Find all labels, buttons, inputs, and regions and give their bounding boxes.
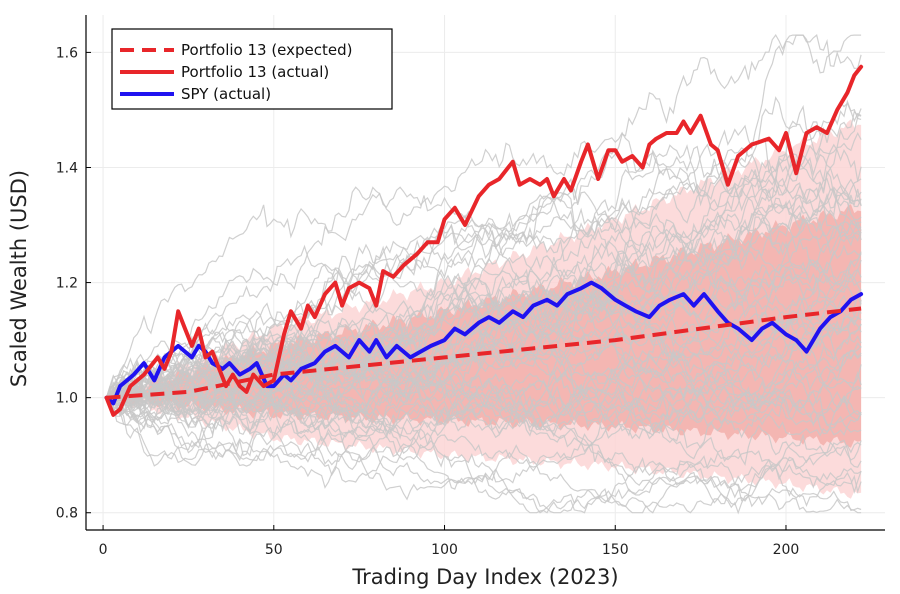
simulated-path: [105, 131, 862, 398]
y-axis-label: Scaled Wealth (USD): [7, 170, 31, 387]
simulated-path: [106, 188, 862, 414]
legend-label-0: Portfolio 13 (expected): [181, 41, 353, 59]
legend: Portfolio 13 (expected) Portfolio 13 (act…: [111, 28, 393, 110]
y-tick-label: 1.4: [56, 160, 78, 176]
legend-label-2: SPY (actual): [181, 85, 271, 103]
simulated-path: [105, 294, 862, 398]
y-tick-label: 1.0: [56, 391, 78, 407]
axes: [85, 15, 885, 531]
simulated-path: [105, 178, 862, 406]
series-line-0: [106, 306, 862, 400]
simulated-path: [106, 328, 862, 440]
simulated-path: [106, 334, 862, 439]
x-tick-label: 50: [265, 542, 283, 558]
simulated-path: [106, 385, 862, 477]
x-axis-label: Trading Day Index (2023): [351, 565, 618, 589]
series-line-1: [104, 64, 864, 417]
x-tick-label: 100: [431, 542, 458, 558]
simulated-path: [105, 221, 862, 421]
x-tick-label: 150: [602, 542, 629, 558]
x-tick-label: 200: [773, 542, 800, 558]
y-tick-label: 0.8: [56, 506, 78, 522]
simulated-path: [105, 285, 862, 428]
simulated-path: [106, 34, 862, 399]
series-lines: [104, 64, 864, 417]
simulated-path: [106, 108, 862, 399]
simulated-path: [106, 153, 862, 408]
legend-label-1: Portfolio 13 (actual): [181, 63, 329, 81]
y-tick-label: 1.2: [56, 276, 78, 292]
series-line-2: [104, 280, 864, 406]
simulated-path: [106, 381, 862, 514]
simulated-path: [105, 253, 862, 436]
simulated-path: [106, 34, 862, 399]
simulated-path: [106, 336, 862, 494]
simulated-path: [106, 177, 862, 399]
simulated-path: [106, 324, 862, 466]
simulated-path: [105, 397, 862, 508]
x-tick-label: 0: [99, 542, 108, 558]
simulated-path: [106, 320, 862, 429]
y-tick-label: 1.6: [56, 45, 78, 61]
tick-labels: 0 50 100 150 200 0.8 1.0 1.2 1.4 1.6: [56, 45, 800, 558]
